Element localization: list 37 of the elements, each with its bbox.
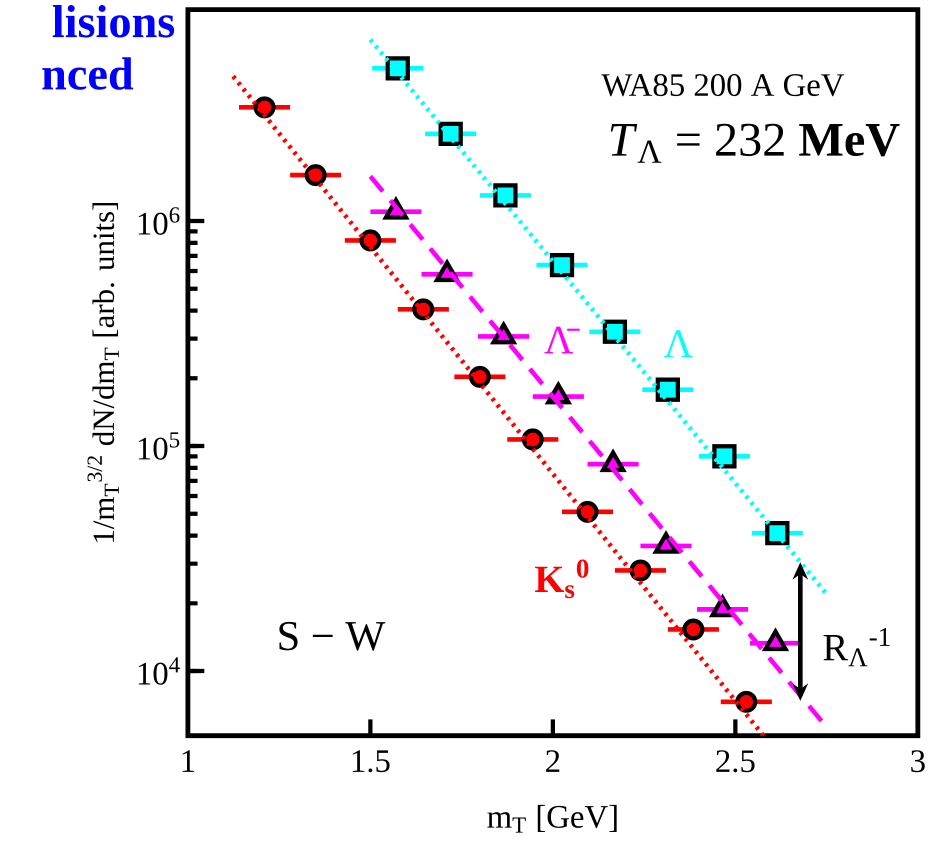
annotation: WA85 200 A GeV <box>601 74 844 96</box>
y-tick-label: 10$^{6}$ <box>138 207 180 235</box>
point <box>576 500 599 523</box>
point <box>493 183 518 208</box>
annotation: S − W <box>279 622 386 651</box>
point <box>712 444 737 469</box>
x-tick-label: 3 <box>911 750 925 772</box>
point <box>735 690 758 713</box>
annotation: T$_{Λ}$ = 232 MeV <box>610 124 900 163</box>
series-label: Λ <box>664 330 693 358</box>
x-tick-label: 1 <box>182 750 194 772</box>
series-label: K$_{s}$0 <box>535 560 588 598</box>
point <box>522 428 544 451</box>
x-axis-title: m$_{T}$ [GeV] <box>487 804 617 833</box>
x-tick-label: 2.5 <box>716 750 755 772</box>
point <box>386 56 410 81</box>
point <box>550 253 574 278</box>
point <box>602 320 628 344</box>
series-label: Λ̄ <box>544 326 580 354</box>
x-tick-label: 2 <box>546 750 560 772</box>
point <box>359 230 382 252</box>
y-axis-title: 1/m$_{T}$$^{3/2}$ dN/dm$_{T}$ [arb. units] <box>88 203 119 542</box>
point <box>438 122 463 146</box>
point <box>765 521 790 546</box>
y-tick-label: 10$^{4}$ <box>138 657 180 685</box>
text: nced <box>42 57 134 90</box>
point <box>468 366 491 388</box>
text: lisions <box>52 5 174 38</box>
point <box>629 560 652 582</box>
point <box>412 298 434 320</box>
point <box>682 618 704 641</box>
point <box>304 164 327 186</box>
annotation: R$_{Λ}$-1 <box>824 628 890 666</box>
x-tick-label: 1.5 <box>352 750 390 772</box>
point <box>254 96 276 118</box>
point <box>656 378 680 402</box>
y-tick-label: 10$^{5}$ <box>138 432 180 460</box>
